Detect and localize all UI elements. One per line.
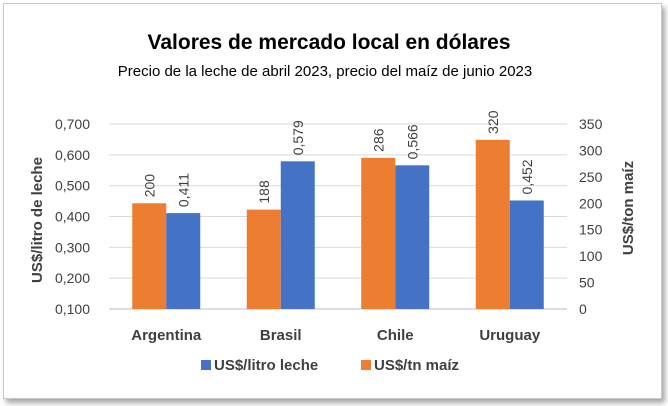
category-labels: Argentina Brasil Chile Uruguay bbox=[131, 327, 541, 344]
left-tick-label: 0,700 bbox=[55, 116, 90, 132]
data-label-leche: 0,452 bbox=[519, 159, 535, 194]
bar-leche-uruguay bbox=[509, 200, 544, 309]
chart-frame: Valores de mercado local en dólares Prec… bbox=[3, 3, 662, 399]
bar-leche-chile bbox=[395, 165, 430, 309]
data-label-maiz: 200 bbox=[141, 174, 157, 198]
right-tick-label: 100 bbox=[579, 248, 603, 264]
legend: US$/litro leche US$/tn maíz bbox=[201, 357, 459, 374]
data-labels: 200 0,411 188 0,579 286 0,566 320 0,452 bbox=[141, 110, 535, 207]
chart-subtitle: Precio de la leche de abril 2023, precio… bbox=[118, 63, 532, 80]
right-axis-ticks: 0 50 100 150 200 250 300 350 bbox=[579, 116, 603, 317]
legend-label-maiz: US$/tn maíz bbox=[374, 357, 459, 374]
right-tick-label: 250 bbox=[579, 169, 603, 185]
left-tick-label: 0,500 bbox=[55, 178, 90, 194]
category-label: Uruguay bbox=[479, 327, 541, 344]
left-axis-title: US$/litro de leche bbox=[29, 157, 46, 283]
bar-leche-argentina bbox=[166, 213, 201, 309]
bars bbox=[132, 139, 544, 309]
right-tick-label: 0 bbox=[579, 301, 587, 317]
data-label-maiz: 188 bbox=[256, 180, 272, 204]
right-tick-label: 50 bbox=[579, 275, 595, 291]
left-tick-label: 0,600 bbox=[55, 147, 90, 163]
legend-swatch-maiz bbox=[361, 360, 371, 370]
left-tick-label: 0,200 bbox=[55, 270, 90, 286]
data-label-leche: 0,566 bbox=[404, 124, 420, 159]
right-axis-title: US$/ton maíz bbox=[620, 161, 637, 255]
legend-label-leche: US$/litro leche bbox=[214, 357, 318, 374]
left-axis-ticks: 0,100 0,200 0,300 0,400 0,500 0,600 0,700 bbox=[55, 116, 90, 317]
bar-maiz-brasil bbox=[246, 209, 281, 309]
chart-title: Valores de mercado local en dólares bbox=[148, 31, 511, 54]
right-tick-label: 350 bbox=[579, 116, 603, 132]
data-label-maiz: 286 bbox=[370, 128, 386, 152]
data-label-leche: 0,579 bbox=[290, 120, 306, 155]
category-label: Chile bbox=[377, 327, 414, 344]
data-label-maiz: 320 bbox=[485, 110, 501, 134]
bar-maiz-argentina bbox=[132, 203, 167, 309]
right-tick-label: 150 bbox=[579, 222, 603, 238]
legend-swatch-leche bbox=[201, 360, 211, 370]
category-label: Brasil bbox=[260, 327, 302, 344]
left-tick-label: 0,300 bbox=[55, 239, 90, 255]
right-tick-label: 200 bbox=[579, 195, 603, 211]
chart-svg: Valores de mercado local en dólares Prec… bbox=[29, 31, 637, 374]
bar-maiz-chile bbox=[361, 157, 396, 309]
right-tick-label: 300 bbox=[579, 142, 603, 158]
data-label-leche: 0,411 bbox=[175, 173, 191, 207]
bar-maiz-uruguay bbox=[475, 139, 510, 309]
left-tick-label: 0,100 bbox=[55, 301, 90, 317]
bar-leche-brasil bbox=[280, 161, 315, 309]
category-label: Argentina bbox=[131, 327, 202, 344]
left-tick-label: 0,400 bbox=[55, 209, 90, 225]
